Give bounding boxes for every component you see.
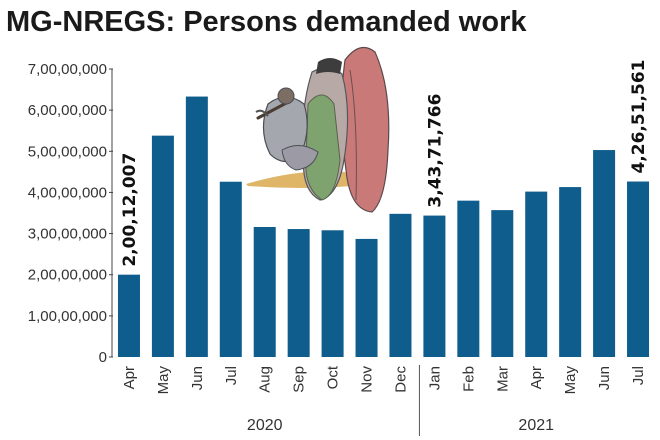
year-group-label: 2020 bbox=[247, 417, 283, 434]
x-tick-label: Sep bbox=[291, 366, 308, 393]
bar-nov-7 bbox=[355, 238, 378, 357]
bar-sep-5 bbox=[287, 229, 310, 357]
y-tick-label: 7,00,00,000 bbox=[28, 61, 107, 78]
x-tick-label: Aug bbox=[257, 366, 274, 393]
bar-feb-10 bbox=[457, 200, 480, 357]
y-tick-label: 6,00,00,000 bbox=[28, 102, 107, 119]
x-tick-label: Mar bbox=[494, 366, 511, 392]
bar-jun-2 bbox=[185, 96, 208, 358]
x-tick-label: Apr bbox=[528, 366, 545, 389]
y-tick-label: 3,00,00,000 bbox=[28, 226, 107, 243]
bar-apr-0 bbox=[117, 274, 140, 357]
x-tick-label: Oct bbox=[325, 365, 342, 389]
x-tick-label: Feb bbox=[460, 366, 477, 392]
bars bbox=[117, 96, 650, 358]
bar-dec-8 bbox=[389, 213, 412, 357]
y-tick-label: 2,00,00,000 bbox=[28, 267, 107, 284]
x-tick-label: Nov bbox=[359, 366, 376, 393]
x-tick-label: May bbox=[155, 366, 172, 395]
y-tick-label: 4,00,00,000 bbox=[28, 184, 107, 201]
x-tick-label: Jul bbox=[630, 366, 647, 385]
data-label: 3,43,71,766 bbox=[425, 94, 445, 208]
y-tick-label: 0 bbox=[99, 349, 107, 366]
axes: 0 1,00,00,000 2,00,00,000 3,00,00,000 4,00,0… bbox=[28, 61, 647, 436]
bar-jan-9 bbox=[423, 215, 446, 357]
bar-may-13 bbox=[559, 187, 582, 357]
bar-apr-12 bbox=[525, 191, 548, 357]
bar-oct-6 bbox=[321, 230, 344, 357]
bar-mar-11 bbox=[491, 210, 514, 357]
bar-jul-3 bbox=[219, 181, 242, 357]
bar-jul-15 bbox=[627, 181, 650, 357]
bar-may-1 bbox=[151, 135, 174, 357]
bar-aug-4 bbox=[253, 226, 276, 357]
year-group-label: 2021 bbox=[518, 417, 554, 434]
x-tick-label: Dec bbox=[392, 366, 409, 393]
x-tick-label: May bbox=[562, 366, 579, 395]
x-tick-label: Apr bbox=[121, 366, 138, 389]
x-tick-label: Jun bbox=[189, 366, 206, 390]
x-tick-label: Jun bbox=[596, 366, 613, 390]
data-label: 2,00,12,007 bbox=[120, 153, 140, 267]
data-label: 4,26,51,561 bbox=[629, 60, 649, 174]
y-tick-label: 5,00,00,000 bbox=[28, 143, 107, 160]
x-tick-label: Jan bbox=[426, 366, 443, 390]
workers-illustration bbox=[246, 46, 390, 213]
chart-title: MG-NREGS: Persons demanded work bbox=[6, 6, 527, 38]
x-tick-label: Jul bbox=[223, 366, 240, 385]
bar-jun-14 bbox=[593, 150, 616, 357]
y-tick-label: 1,00,00,000 bbox=[28, 308, 107, 325]
data-labels: 2,00,12,007 3,43,71,766 4,26,51,561 bbox=[120, 60, 649, 267]
